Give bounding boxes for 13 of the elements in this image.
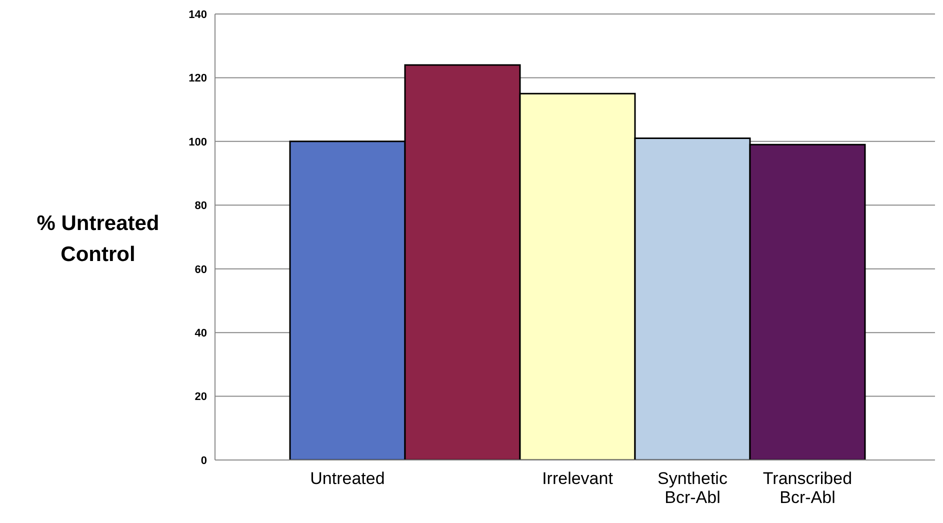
y-tick-label: 140 [188,8,207,21]
y-tick-label: 120 [188,72,207,85]
x-tick-label: Synthetic Bcr-Abl [658,469,728,507]
y-axis-title: % Untreated Control [36,211,160,268]
y-tick-label: 0 [200,454,207,467]
x-tick-label: Transcribed Bcr-Abl [762,469,852,507]
y-tick-label: 60 [194,264,207,276]
y-tick-label: 80 [194,200,207,212]
y-tick-label: 100 [188,136,207,148]
x-tick-label: Untreated [310,469,385,488]
y-tick-label: 20 [194,391,207,404]
x-tick-label: Irrelevant [542,469,614,488]
y-tick-label: 40 [194,327,207,340]
